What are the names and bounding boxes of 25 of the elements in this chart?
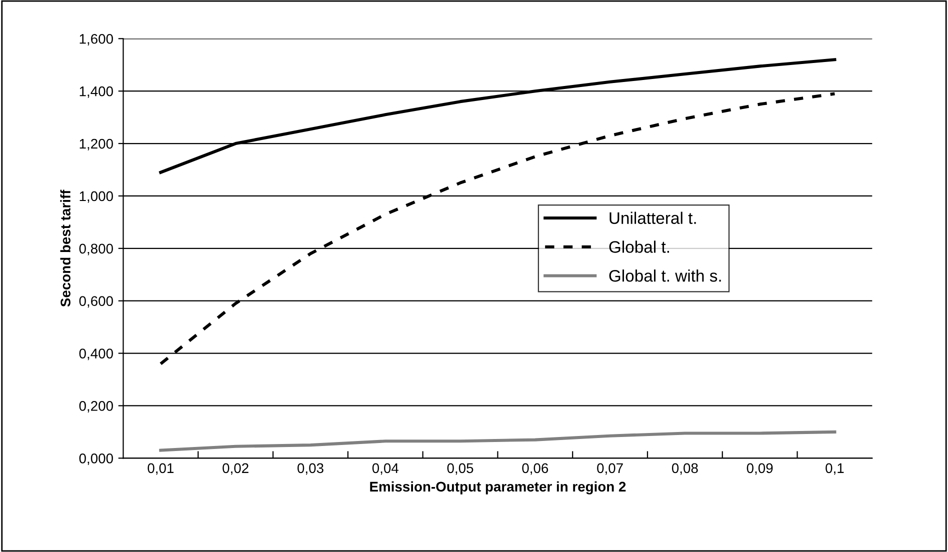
legend-label: Global t. with s. xyxy=(609,270,721,282)
y-tick-label: 1,600 xyxy=(80,34,113,46)
x-tick-label: 0,03 xyxy=(298,463,324,475)
x-tick-label: 0,09 xyxy=(746,463,773,475)
x-tick-label: 0,05 xyxy=(447,463,474,475)
y-tick-label: 0,400 xyxy=(79,348,113,360)
y-tick-label: 1,400 xyxy=(80,86,113,98)
line-series xyxy=(159,430,836,452)
y-axis-title: Second best tariff xyxy=(60,190,70,307)
x-tick-label: 0,06 xyxy=(522,463,548,475)
y-tick-label: 0,200 xyxy=(79,401,113,413)
x-tick-label: 0,07 xyxy=(597,463,623,475)
x-tick-label: 0,01 xyxy=(148,463,174,475)
y-tick-label: 1,200 xyxy=(80,138,113,150)
x-tick-label: 0,02 xyxy=(222,463,248,475)
y-tick-label: 0,600 xyxy=(79,296,113,308)
x-axis-title: Emission-Output parameter in region 2 xyxy=(370,481,626,494)
x-tick-label: 0,1 xyxy=(826,463,844,475)
y-tick-label: 0,800 xyxy=(79,244,113,256)
y-tick-label: 1,000 xyxy=(80,191,113,203)
x-tick-label: 0,08 xyxy=(672,463,698,475)
legend-label: Global t. xyxy=(609,240,669,253)
y-tick-label: 0,000 xyxy=(79,453,113,465)
legend-label: Unilatteral t. xyxy=(610,212,696,224)
x-tick-label: 0,04 xyxy=(372,463,398,475)
